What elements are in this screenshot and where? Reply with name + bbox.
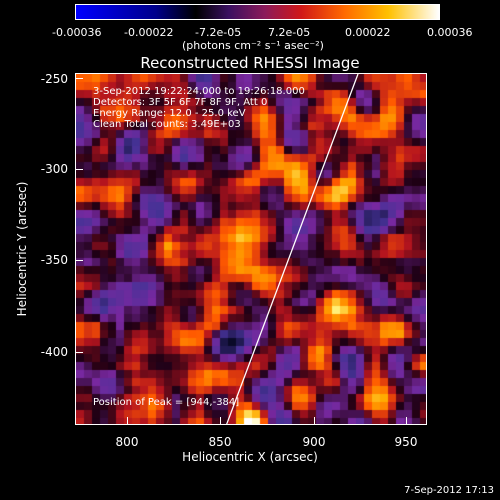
y-tick-mark [75,260,83,261]
x-tick-label: 950 [394,435,418,449]
annotation-energy: Energy Range: 12.0 - 25.0 keV [93,108,246,119]
annotation-time: 3-Sep-2012 19:22:24.000 to 19:26:18.000 [93,86,305,97]
x-tick-mark [127,417,128,425]
y-tick-label: -300 [40,162,68,176]
image-plot-area: 3-Sep-2012 19:22:24.000 to 19:26:18.000 … [75,73,427,425]
y-axis-label: Heliocentric Y (arcsec) [15,181,29,317]
plot-timestamp: 7-Sep-2012 17:13 [404,485,494,496]
annotation-peak-position: Position of Peak = [944,-384] [93,397,240,408]
x-tick-mark [406,417,407,425]
colorbar [75,4,440,20]
colorbar-tick: -7.2e-05 [195,26,242,39]
x-tick-mark [314,417,315,425]
colorbar-units: (photons cm⁻² s⁻¹ asec⁻²) [182,39,324,52]
annotation-detectors: Detectors: 3F 5F 6F 7F 8F 9F, Att 0 [93,97,268,108]
x-tick-mark [220,417,221,425]
limb-overlay [226,74,359,424]
solar-limb-line [226,74,359,424]
rhessi-image-heatmap [76,74,426,424]
colorbar-tick: 0.00022 [345,26,391,39]
x-tick-label: 850 [208,435,232,449]
y-tick-label: -400 [40,345,68,359]
x-tick-label: 900 [302,435,326,449]
colorbar-tick: 7.2e-05 [268,26,311,39]
colorbar-tick: 0.00036 [427,26,473,39]
colorbar-tick: -0.00022 [124,26,174,39]
plot-title: Reconstructed RHESSI Image [140,54,360,72]
x-axis-label: Heliocentric X (arcsec) [182,450,318,464]
y-tick-label: -250 [40,72,68,86]
colorbar-tick: -0.00036 [52,26,102,39]
y-tick-label: -350 [40,253,68,267]
y-tick-mark [75,169,83,170]
y-tick-mark [75,352,83,353]
annotation-algorithm: Clean Total counts: 3.49E+03 [93,119,241,130]
y-tick-mark [75,78,83,79]
x-tick-label: 800 [115,435,139,449]
